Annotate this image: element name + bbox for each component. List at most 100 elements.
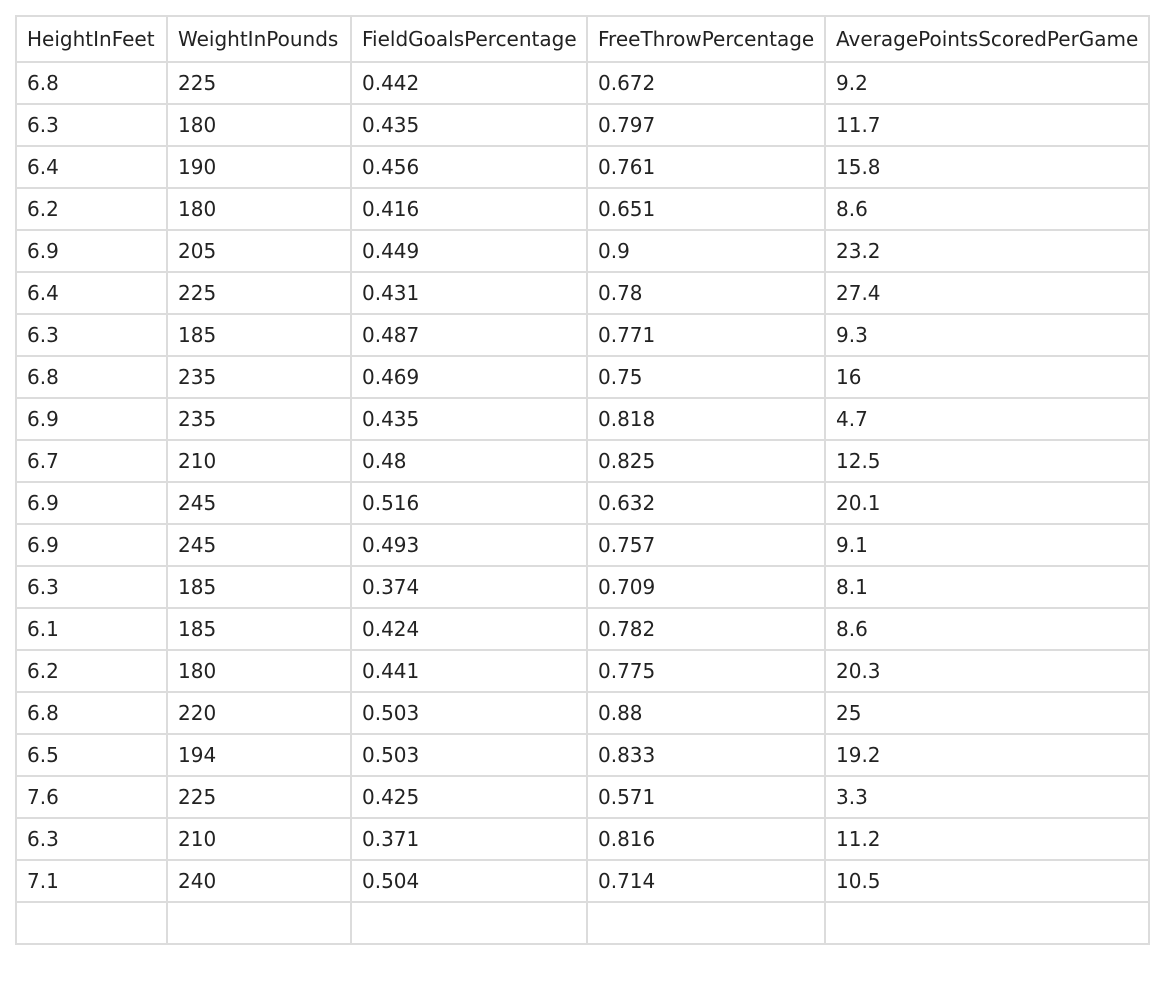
table-header: HeightInFeet WeightInPounds FieldGoalsPe… [15, 15, 1150, 63]
field-goals-cell [350, 901, 588, 945]
table-body: 6.8 225 0.442 0.672 9.2 6.3 180 0.435 0.797 11.7 6… [15, 61, 1150, 945]
free-throw-cell: 0.797 [586, 103, 826, 147]
weight-cell: 225 [166, 271, 352, 315]
points-cell: 8.6 [824, 607, 1150, 651]
points-cell: 16 [824, 355, 1150, 399]
column-header-average-points-scored-per-game: AveragePointsScoredPerGame [824, 15, 1150, 63]
height-cell: 6.3 [15, 103, 168, 147]
field-goals-cell: 0.435 [350, 103, 588, 147]
free-throw-cell: 0.632 [586, 481, 826, 525]
points-cell: 11.7 [824, 103, 1150, 147]
free-throw-cell: 0.9 [586, 229, 826, 273]
free-throw-cell: 0.825 [586, 439, 826, 483]
free-throw-cell: 0.78 [586, 271, 826, 315]
free-throw-cell: 0.761 [586, 145, 826, 189]
table-container: HeightInFeet WeightInPounds FieldGoalsPe… [15, 15, 1150, 945]
height-cell: 6.3 [15, 313, 168, 357]
free-throw-cell: 0.757 [586, 523, 826, 567]
height-cell: 6.8 [15, 61, 168, 105]
height-cell: 6.9 [15, 229, 168, 273]
field-goals-cell: 0.516 [350, 481, 588, 525]
weight-cell: 190 [166, 145, 352, 189]
free-throw-cell: 0.651 [586, 187, 826, 231]
table-row: 6.7 210 0.48 0.825 12.5 [15, 439, 1150, 483]
weight-cell: 235 [166, 397, 352, 441]
height-cell: 6.9 [15, 397, 168, 441]
points-cell: 23.2 [824, 229, 1150, 273]
points-cell: 27.4 [824, 271, 1150, 315]
points-cell: 20.1 [824, 481, 1150, 525]
field-goals-cell: 0.504 [350, 859, 588, 903]
height-cell: 6.9 [15, 481, 168, 525]
header-row: HeightInFeet WeightInPounds FieldGoalsPe… [15, 15, 1150, 63]
field-goals-cell: 0.456 [350, 145, 588, 189]
points-cell: 15.8 [824, 145, 1150, 189]
table-row: 6.4 190 0.456 0.761 15.8 [15, 145, 1150, 189]
weight-cell: 210 [166, 439, 352, 483]
points-cell: 9.3 [824, 313, 1150, 357]
table-row: 6.1 185 0.424 0.782 8.6 [15, 607, 1150, 651]
free-throw-cell: 0.75 [586, 355, 826, 399]
table-row: 6.4 225 0.431 0.78 27.4 [15, 271, 1150, 315]
field-goals-cell: 0.431 [350, 271, 588, 315]
weight-cell: 180 [166, 649, 352, 693]
weight-cell: 185 [166, 565, 352, 609]
table-row: 6.3 185 0.487 0.771 9.3 [15, 313, 1150, 357]
field-goals-cell: 0.425 [350, 775, 588, 819]
weight-cell: 245 [166, 523, 352, 567]
field-goals-cell: 0.371 [350, 817, 588, 861]
field-goals-cell: 0.469 [350, 355, 588, 399]
field-goals-cell: 0.442 [350, 61, 588, 105]
weight-cell: 235 [166, 355, 352, 399]
free-throw-cell [586, 901, 826, 945]
column-header-weight-in-pounds: WeightInPounds [166, 15, 352, 63]
weight-cell: 180 [166, 103, 352, 147]
free-throw-cell: 0.88 [586, 691, 826, 735]
free-throw-cell: 0.771 [586, 313, 826, 357]
height-cell: 6.2 [15, 187, 168, 231]
height-cell: 6.8 [15, 691, 168, 735]
field-goals-cell: 0.435 [350, 397, 588, 441]
points-cell: 19.2 [824, 733, 1150, 777]
weight-cell: 185 [166, 313, 352, 357]
table-row: 6.9 245 0.516 0.632 20.1 [15, 481, 1150, 525]
table-row [15, 901, 1150, 945]
points-cell: 20.3 [824, 649, 1150, 693]
points-cell [824, 901, 1150, 945]
height-cell: 6.7 [15, 439, 168, 483]
weight-cell: 210 [166, 817, 352, 861]
points-cell: 9.2 [824, 61, 1150, 105]
field-goals-cell: 0.449 [350, 229, 588, 273]
free-throw-cell: 0.818 [586, 397, 826, 441]
points-cell: 10.5 [824, 859, 1150, 903]
height-cell: 6.5 [15, 733, 168, 777]
free-throw-cell: 0.714 [586, 859, 826, 903]
field-goals-cell: 0.487 [350, 313, 588, 357]
height-cell: 6.9 [15, 523, 168, 567]
free-throw-cell: 0.709 [586, 565, 826, 609]
table-row: 6.3 180 0.435 0.797 11.7 [15, 103, 1150, 147]
table-row: 7.6 225 0.425 0.571 3.3 [15, 775, 1150, 819]
field-goals-cell: 0.503 [350, 733, 588, 777]
height-cell: 6.4 [15, 145, 168, 189]
weight-cell: 240 [166, 859, 352, 903]
free-throw-cell: 0.775 [586, 649, 826, 693]
free-throw-cell: 0.816 [586, 817, 826, 861]
table-row: 6.9 245 0.493 0.757 9.1 [15, 523, 1150, 567]
free-throw-cell: 0.571 [586, 775, 826, 819]
height-cell: 6.3 [15, 565, 168, 609]
field-goals-cell: 0.48 [350, 439, 588, 483]
column-header-free-throw-percentage: FreeThrowPercentage [586, 15, 826, 63]
table-row: 6.3 210 0.371 0.816 11.2 [15, 817, 1150, 861]
table-row: 6.5 194 0.503 0.833 19.2 [15, 733, 1150, 777]
height-cell: 6.1 [15, 607, 168, 651]
points-cell: 12.5 [824, 439, 1150, 483]
free-throw-cell: 0.782 [586, 607, 826, 651]
height-cell: 6.4 [15, 271, 168, 315]
height-cell: 7.6 [15, 775, 168, 819]
free-throw-cell: 0.672 [586, 61, 826, 105]
weight-cell: 194 [166, 733, 352, 777]
field-goals-cell: 0.503 [350, 691, 588, 735]
table-row: 6.2 180 0.416 0.651 8.6 [15, 187, 1150, 231]
weight-cell: 245 [166, 481, 352, 525]
